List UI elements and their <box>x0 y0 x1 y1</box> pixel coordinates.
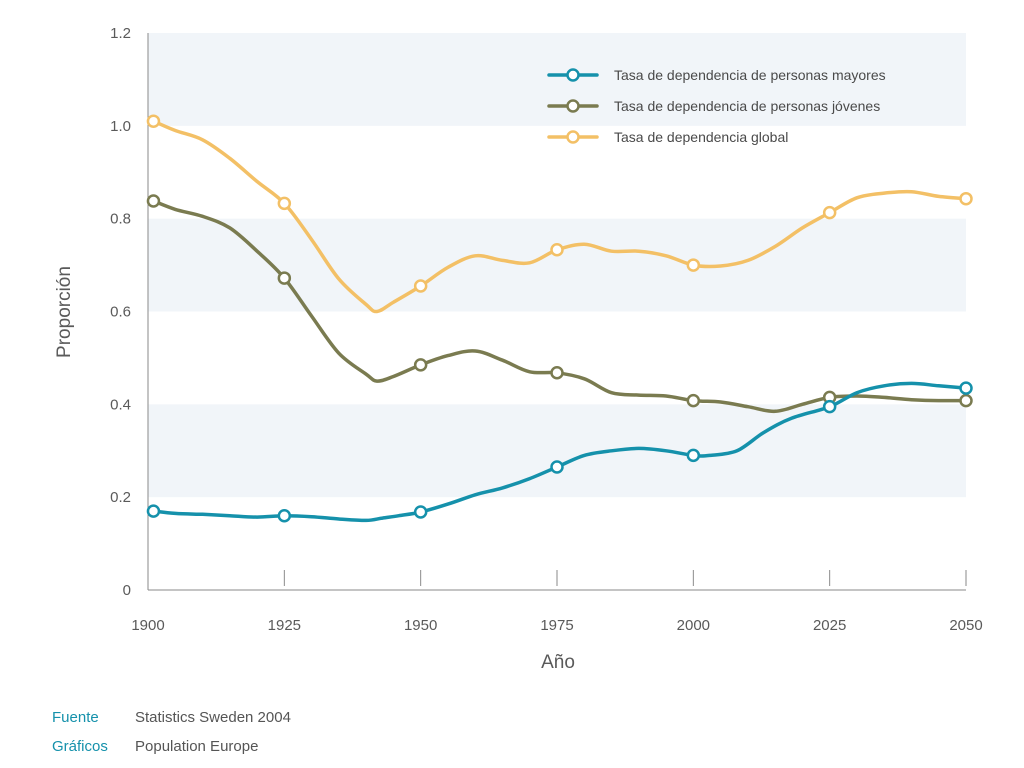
y-tick-label: 0.4 <box>110 396 131 413</box>
grid-bands <box>148 33 966 498</box>
y-tick-label: 0 <box>123 582 131 599</box>
y-tick-label: 1.2 <box>110 25 131 42</box>
x-tick-label: 2000 <box>677 617 710 634</box>
chart: 1900 1925 1950 1975 2000 2025 2050 00.20.40.60… <box>54 25 983 673</box>
y-ticks: 0 0.2 0.4 0.6 0.8 1.0 1.2 <box>110 25 131 599</box>
legend-item-elderly-label: Tasa de dependencia de personas mayores <box>614 67 886 83</box>
series-marker-global <box>146 114 161 128</box>
x-tick-label: 1975 <box>540 617 573 634</box>
x-tick-label: 1950 <box>404 617 437 634</box>
y-tick-label: 0.8 <box>110 211 131 228</box>
y-tick-label: 0.6 <box>110 304 131 321</box>
series-marker-global <box>822 205 837 220</box>
series-marker-young <box>277 271 292 285</box>
series-marker-global <box>413 279 428 293</box>
series-marker-elderly <box>413 505 428 519</box>
series-marker-young <box>413 358 428 372</box>
x-ticks: 1900 1925 1950 1975 2000 2025 2050 <box>131 570 983 634</box>
footer-graphics-key: Gráficos <box>52 738 108 755</box>
x-tick-label: 1925 <box>268 617 301 634</box>
footer-source: Fuente Statistics Sweden 2004 <box>52 709 291 726</box>
series-marker-young <box>686 393 701 408</box>
series-marker-global <box>277 196 292 211</box>
legend-item-global-label: Tasa de dependencia global <box>614 129 788 145</box>
legend-item-global-marker <box>566 130 580 144</box>
y-axis-title: Proporción <box>54 266 75 358</box>
footer-graphics: Gráficos Population Europe <box>52 738 258 755</box>
series-marker-elderly <box>959 381 973 395</box>
series-marker-global <box>686 258 701 272</box>
legend-item-young-label: Tasa de dependencia de personas jóvenes <box>614 98 880 114</box>
footer-source-key: Fuente <box>52 709 99 726</box>
series-marker-young <box>959 393 973 408</box>
series-marker-elderly <box>146 504 161 518</box>
series-marker-elderly <box>686 448 701 463</box>
grid-band <box>148 218 966 312</box>
grid-band <box>148 33 966 126</box>
y-tick-label: 1.0 <box>110 118 131 135</box>
series-marker-global <box>959 191 973 206</box>
series-marker-elderly <box>550 460 564 474</box>
legend-item-elderly-marker <box>566 68 580 82</box>
legend: Tasa de dependencia de personas mayores T… <box>547 67 886 145</box>
x-tick-label: 1900 <box>131 617 164 634</box>
series-marker-elderly <box>277 508 292 523</box>
series-marker-elderly <box>822 399 837 414</box>
axes <box>147 33 966 591</box>
legend-item-young-marker <box>566 99 580 113</box>
series-marker-young <box>146 194 161 208</box>
grid-band <box>148 404 966 498</box>
series-markers <box>146 114 973 523</box>
series-marker-global <box>550 243 564 257</box>
footer-source-value: Statistics Sweden 2004 <box>135 709 291 726</box>
footer-graphics-value: Population Europe <box>135 738 259 755</box>
x-axis-title: Año <box>541 652 575 673</box>
y-tick-label: 0.2 <box>110 489 131 506</box>
x-tick-label: 2025 <box>813 617 846 634</box>
series-marker-young <box>550 366 564 380</box>
x-tick-label: 2050 <box>949 617 982 634</box>
